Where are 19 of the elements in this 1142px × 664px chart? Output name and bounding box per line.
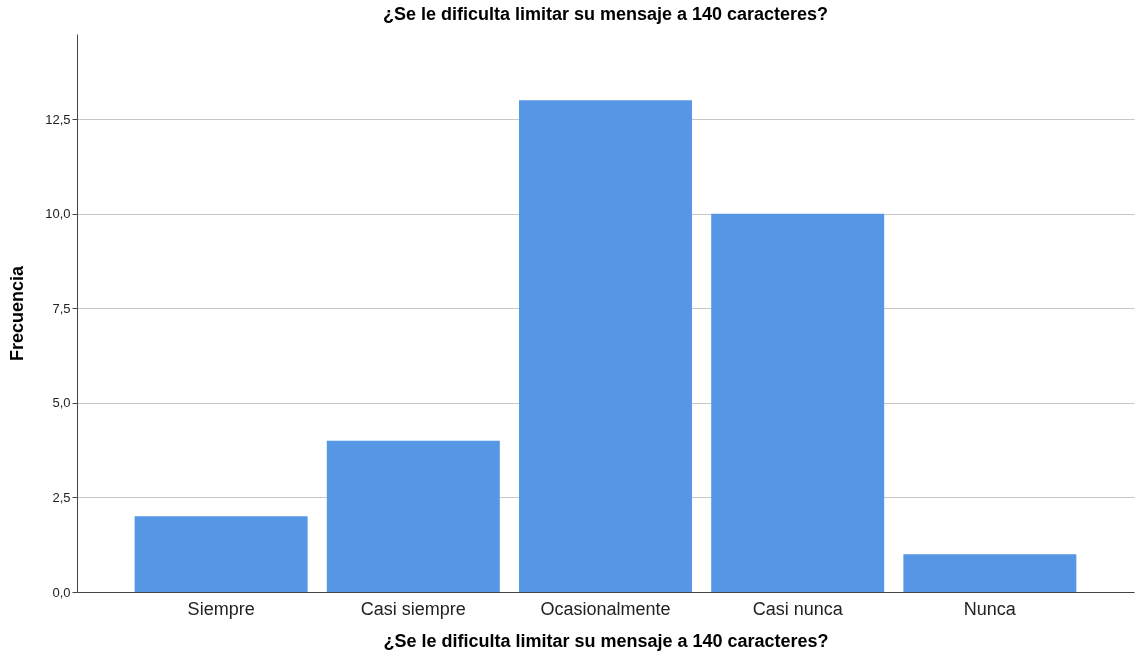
y-axis-title: Frecuencia (7, 264, 28, 362)
y-tick-label: 5,0 (52, 395, 71, 411)
y-tick-label: 7,5 (52, 300, 71, 316)
y-tick-label: 2,5 (52, 489, 71, 505)
bar (903, 554, 1077, 592)
bar (711, 213, 885, 592)
chart-title: ¿Se le dificulta limitar su mensaje a 140 caracteres? (382, 4, 829, 24)
bar (326, 440, 500, 592)
bar (134, 516, 308, 592)
x-tick-label: Casi nunca (752, 598, 844, 619)
y-tick-label: 12,5 (45, 111, 71, 127)
x-tick-label: Nunca (963, 598, 1017, 619)
x-tick-label: Ocasionalmente (540, 598, 671, 619)
x-tick-label: Casi siempre (360, 598, 466, 619)
bar (519, 100, 692, 592)
y-tick-label: 10,0 (45, 206, 71, 222)
x-tick-label: Siempre (187, 598, 255, 619)
x-axis-title: ¿Se le dificulta limitar su mensaje a 140 caracteres? (383, 630, 829, 651)
y-tick-label: 0,0 (52, 584, 71, 600)
